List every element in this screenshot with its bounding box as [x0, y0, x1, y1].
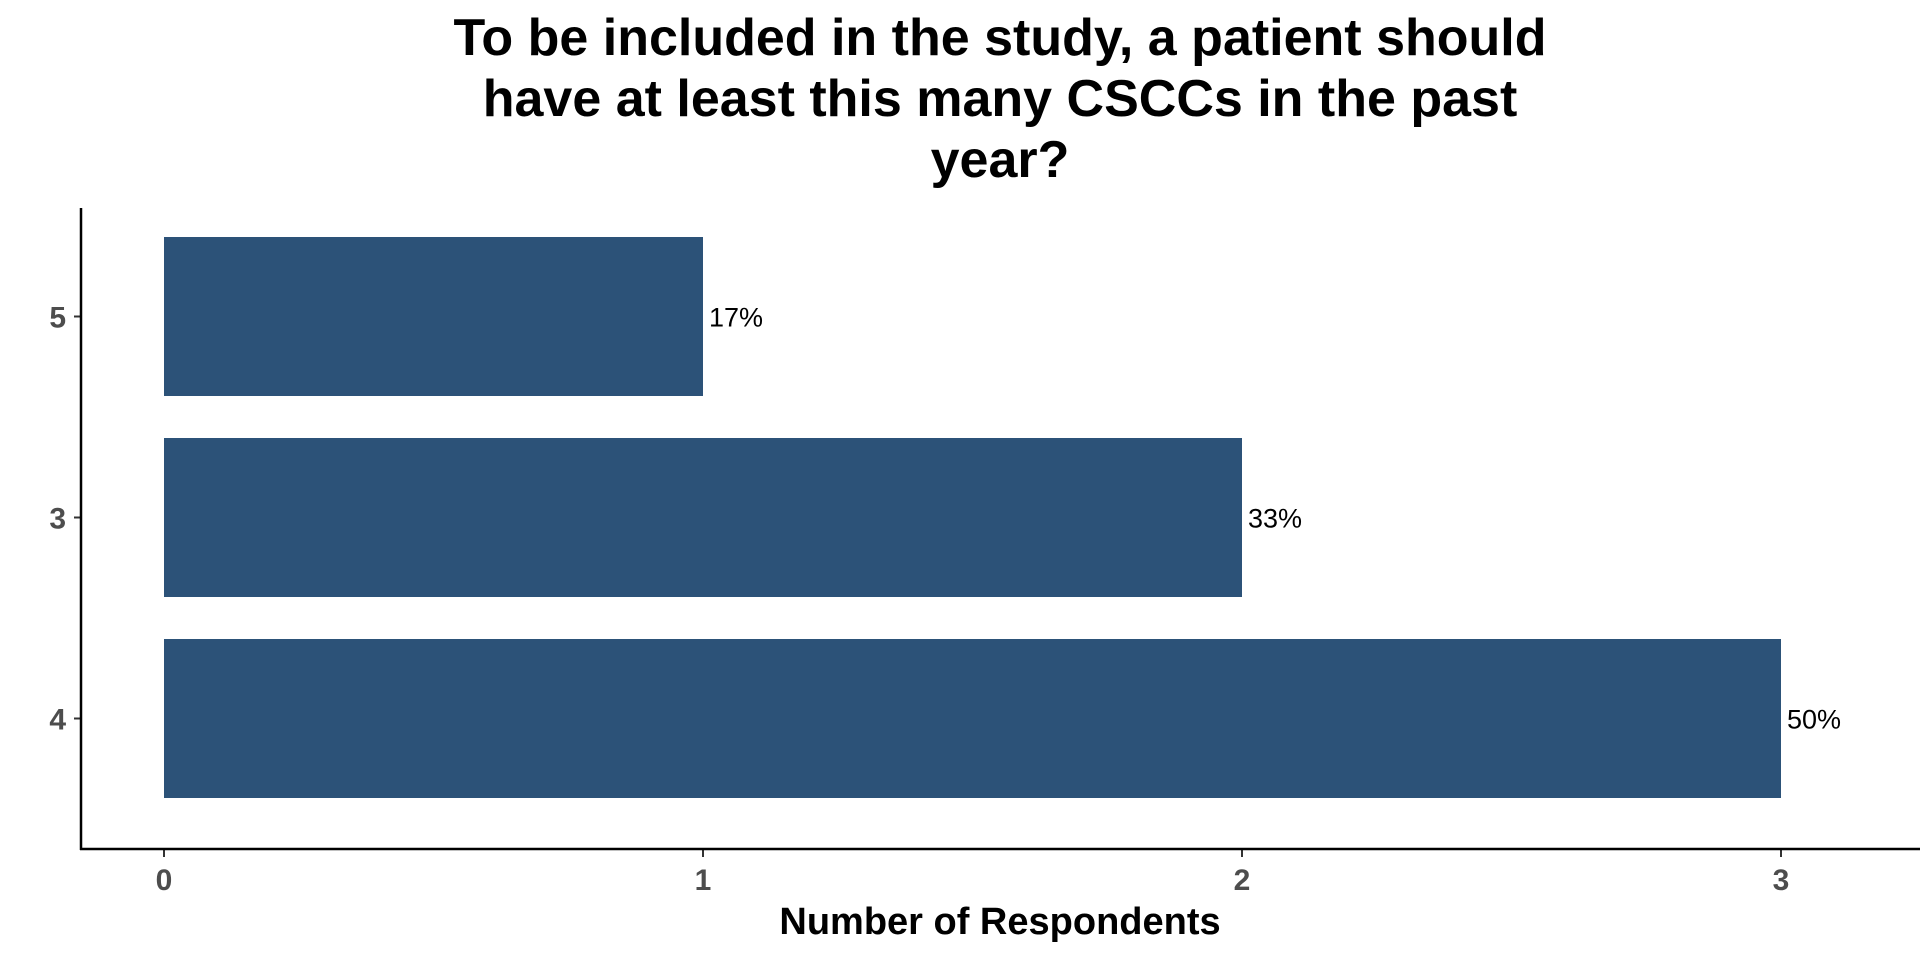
- chart-title-line-2: have at least this many CSCCs in the pas…: [483, 70, 1518, 128]
- x-tick-label: 3: [1773, 864, 1790, 897]
- bar: [164, 237, 703, 396]
- y-tick-label: 3: [49, 503, 66, 536]
- data-label-group: 17% 33% 50%: [709, 303, 1841, 735]
- y-tick-label: 5: [49, 302, 66, 335]
- y-tick-label: 4: [49, 704, 66, 737]
- bar: [164, 639, 1781, 798]
- x-axis-title: Number of Respondents: [779, 901, 1220, 943]
- bar-value-label: 17%: [709, 303, 763, 333]
- x-tick-label: 0: [156, 864, 173, 897]
- x-tick-label: 2: [1234, 864, 1251, 897]
- x-axis-ticks: 0 1 2 3: [156, 849, 1790, 897]
- chart-title-line-1: To be included in the study, a patient s…: [454, 9, 1547, 67]
- y-axis-ticks: 5 3 4: [49, 302, 81, 737]
- bar: [164, 438, 1242, 597]
- bar-value-label: 50%: [1787, 705, 1841, 735]
- bar-group: [164, 237, 1781, 798]
- x-tick-label: 1: [695, 864, 712, 897]
- chart-title-line-3: year?: [931, 131, 1070, 189]
- chart-title: To be included in the study, a patient s…: [454, 9, 1547, 189]
- bar-value-label: 33%: [1248, 504, 1302, 534]
